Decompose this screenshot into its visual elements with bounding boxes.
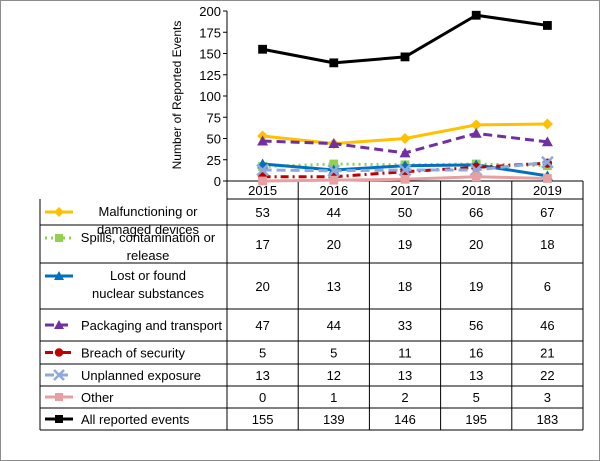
- x-tick-label: 2016: [319, 183, 348, 198]
- legend-label: nuclear substances: [92, 286, 205, 301]
- legend-key-marker-0: [54, 207, 64, 217]
- table-cell: 20: [327, 237, 341, 252]
- table-cell: 5: [330, 346, 337, 361]
- table-cell: 50: [398, 205, 412, 220]
- table-cell: 44: [327, 205, 341, 220]
- legend-key-marker-7: [55, 415, 63, 423]
- table-cell: 20: [469, 237, 483, 252]
- legend-key-marker-2: [54, 271, 64, 280]
- table-cell: 139: [323, 412, 345, 427]
- legend-label: Other: [81, 390, 114, 405]
- series-3-point: [399, 147, 411, 158]
- series-0-point: [399, 133, 411, 144]
- x-tick-label: 2019: [533, 183, 562, 198]
- legend-key-marker-4: [54, 348, 64, 357]
- table-cell: 17: [255, 237, 269, 252]
- table-cell: 19: [398, 237, 412, 252]
- table-cell: 21: [540, 346, 554, 361]
- table-cell: 19: [469, 279, 483, 294]
- y-tick-label: 0: [214, 174, 221, 189]
- legend-label: Breach of security: [81, 346, 186, 361]
- series-7-point: [258, 44, 267, 54]
- legend-key-marker-6: [55, 393, 63, 401]
- table-cell: 18: [540, 237, 554, 252]
- series-3-point: [257, 135, 269, 146]
- table-cell: 66: [469, 205, 483, 220]
- x-tick-label: 2017: [391, 183, 420, 198]
- y-tick-label: 50: [207, 132, 221, 147]
- table-cell: 18: [398, 279, 412, 294]
- table-cell: 20: [255, 279, 269, 294]
- table-cell: 183: [537, 412, 559, 427]
- legend-label: Spills, contamination or: [81, 230, 216, 245]
- x-tick-label: 2015: [248, 183, 277, 198]
- legend-key-marker-3: [54, 320, 64, 329]
- table-cell: 16: [469, 346, 483, 361]
- y-tick-label: 150: [199, 47, 221, 62]
- series-5-point: [327, 164, 341, 178]
- legend-label: Packaging and transport: [81, 318, 222, 333]
- table-cell: 1: [330, 390, 337, 405]
- table-cell: 3: [544, 390, 551, 405]
- series-5-point: [256, 163, 269, 177]
- table-cell: 5: [473, 390, 480, 405]
- y-tick-label: 125: [199, 68, 221, 83]
- y-tick-label: 25: [207, 153, 221, 168]
- table-cell: 0: [259, 390, 266, 405]
- series-7-point: [400, 52, 410, 62]
- series-6-point: [329, 175, 339, 185]
- legend-label: damaged devices: [97, 222, 199, 237]
- table-cell: 11: [398, 346, 412, 361]
- table-cell: 146: [394, 412, 416, 427]
- legend-label: Lost or found: [110, 268, 186, 283]
- table-cell: 2: [401, 390, 408, 405]
- table-cell: 13: [327, 279, 341, 294]
- table-cell: 5: [259, 346, 266, 361]
- table-cell: 155: [252, 412, 274, 427]
- table-cell: 12: [327, 368, 341, 383]
- x-tick-label: 2018: [462, 183, 491, 198]
- series-3-point: [541, 136, 553, 147]
- series-line-4: [262, 161, 548, 179]
- legend-key-marker-5: [53, 369, 65, 381]
- series-3-point: [470, 127, 482, 138]
- y-tick-label: 175: [199, 25, 221, 40]
- series-5-point: [541, 155, 554, 169]
- legend-key-marker-1: [55, 234, 63, 242]
- series-6-point: [258, 176, 267, 186]
- series-3-point: [328, 138, 340, 148]
- y-axis-label: Number of Reported Events: [170, 21, 184, 170]
- table-cell: 195: [465, 412, 487, 427]
- legend-label: Malfunctioning or: [99, 204, 199, 219]
- series-0-point: [470, 119, 482, 131]
- series-5-point: [398, 163, 412, 177]
- table-cell: 13: [255, 368, 269, 383]
- series-7-point: [543, 21, 552, 30]
- table-cell: 53: [255, 205, 269, 220]
- series-6-point: [543, 174, 552, 183]
- table-cell: 47: [255, 318, 269, 333]
- series-7-point: [471, 10, 481, 20]
- y-tick-label: 100: [199, 89, 221, 104]
- table-cell: 33: [398, 318, 412, 333]
- table-cell: 46: [540, 318, 554, 333]
- table-cell: 56: [469, 318, 483, 333]
- series-1-point: [329, 159, 339, 169]
- legend-label: All reported events: [81, 412, 190, 427]
- legend-label: release: [127, 248, 170, 263]
- y-tick-label: 75: [207, 110, 221, 125]
- series-6-point: [400, 174, 410, 184]
- table-cell: 44: [327, 318, 341, 333]
- table-cell: 6: [544, 279, 551, 294]
- series-0-point: [541, 118, 553, 130]
- table-cell: 13: [398, 368, 412, 383]
- series-7-point: [329, 58, 339, 68]
- y-tick-label: 200: [199, 4, 221, 19]
- table-cell: 13: [469, 368, 483, 383]
- table-cell: 22: [540, 368, 554, 383]
- table-cell: 67: [540, 205, 554, 220]
- legend-label: Unplanned exposure: [81, 368, 201, 383]
- series-6-point: [471, 172, 481, 182]
